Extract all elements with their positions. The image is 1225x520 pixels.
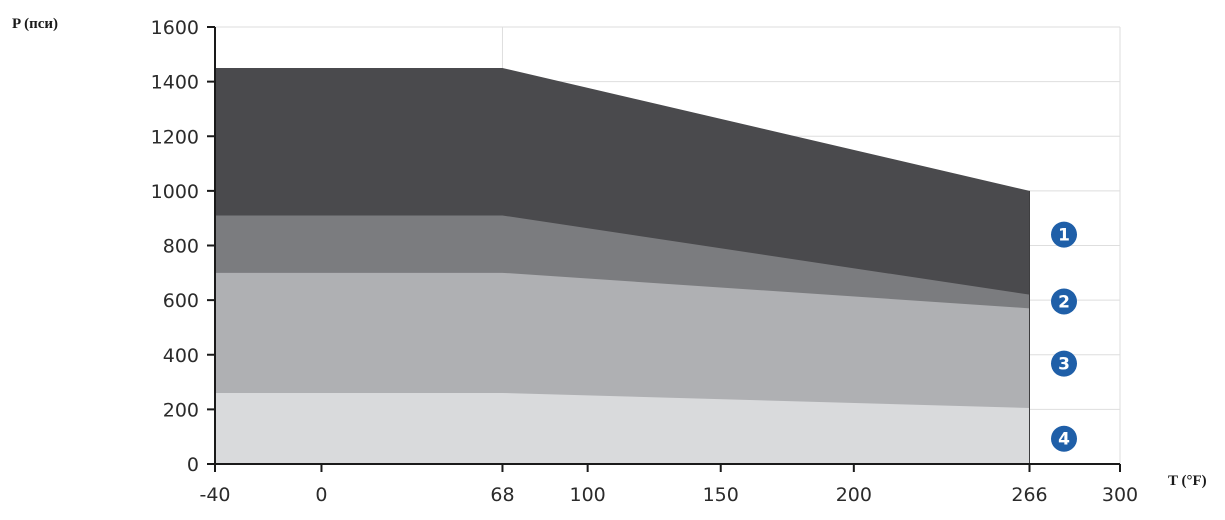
badge-label: 2	[1058, 292, 1070, 312]
x-tick-label: 100	[570, 484, 606, 506]
badge-circle	[1051, 288, 1077, 315]
x-tick-labels: -40 0 68 100 150 200 266 300	[199, 484, 1138, 506]
x-tick-label: 150	[703, 484, 739, 506]
y-axis-title: P (пси)	[12, 16, 58, 32]
y-tick-label: 1400	[151, 72, 199, 94]
y-tick-label: 800	[163, 236, 199, 258]
series-badge-2: 2	[1051, 288, 1077, 315]
x-tick-label: 200	[836, 484, 872, 506]
x-tick-label: -40	[199, 484, 230, 506]
series-badge-1: 1	[1051, 221, 1077, 248]
badge-circle	[1051, 350, 1077, 377]
series-badges: 1 2 3 4	[1051, 221, 1077, 452]
x-tick-label: 68	[490, 484, 514, 506]
y-tick-labels: 0 200 400 600 800 1000 1200 1400 1600	[151, 17, 199, 476]
badge-label: 1	[1058, 226, 1070, 246]
x-tick-label: 0	[315, 484, 327, 506]
series-badge-4: 4	[1051, 425, 1077, 452]
series-areas	[215, 67, 1030, 464]
x-axis-title: T (°F)	[1168, 473, 1207, 489]
y-tick-label: 1000	[151, 181, 199, 203]
x-tick-label: 300	[1102, 484, 1138, 506]
y-tick-label: 1600	[151, 17, 199, 39]
badge-label: 3	[1058, 355, 1070, 375]
axes	[207, 26, 1121, 472]
y-tick-label: 1200	[151, 126, 199, 148]
badge-circle	[1051, 425, 1077, 452]
series-badge-3: 3	[1051, 350, 1077, 377]
y-tick-label: 0	[187, 454, 199, 476]
badge-circle	[1051, 221, 1077, 248]
y-tick-label: 600	[163, 290, 199, 312]
y-tick-label: 400	[163, 345, 199, 367]
badge-label: 4	[1058, 430, 1070, 450]
y-tick-label: 200	[163, 399, 199, 421]
x-tick-label: 266	[1011, 484, 1047, 506]
area-series-4	[215, 392, 1030, 464]
